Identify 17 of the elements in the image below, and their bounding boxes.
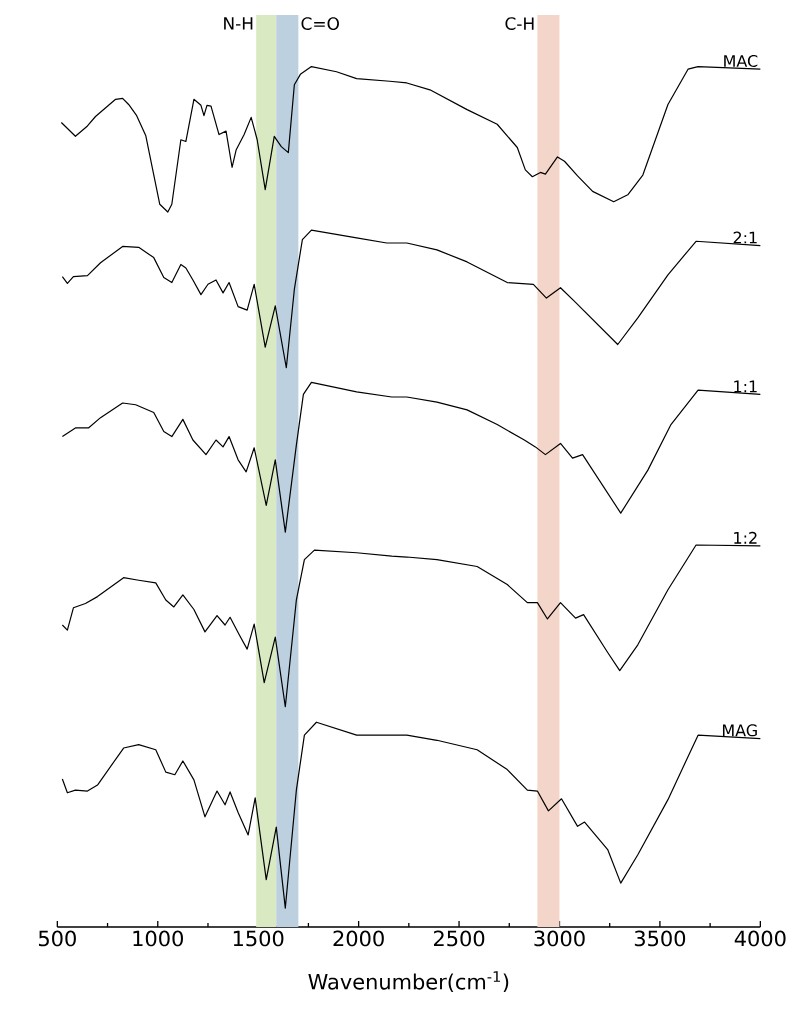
x-tick-label: 2500 [433,930,485,947]
x-tick-label: 3000 [534,930,585,947]
band-label: N-H [223,17,253,30]
band-label: C=O [301,17,339,30]
x-tick-label: 3500 [634,930,685,947]
series-label: 1:1 [734,380,757,393]
series-label: MAG [722,724,757,737]
x-tick-label: 2000 [333,930,384,947]
x-tick-label: 1500 [233,930,284,947]
x-tick-label: 500 [38,930,76,947]
x-tick-label: 4000 [734,930,786,947]
band-label: C-H [505,17,534,30]
series-label: 2:1 [733,231,757,244]
x-axis-title: Wavenumber(cm$^{-1}$) [308,971,509,993]
series-label: 1:2 [734,531,757,544]
x-tick-label: 1000 [133,930,183,947]
series-label: MAC [724,54,758,67]
